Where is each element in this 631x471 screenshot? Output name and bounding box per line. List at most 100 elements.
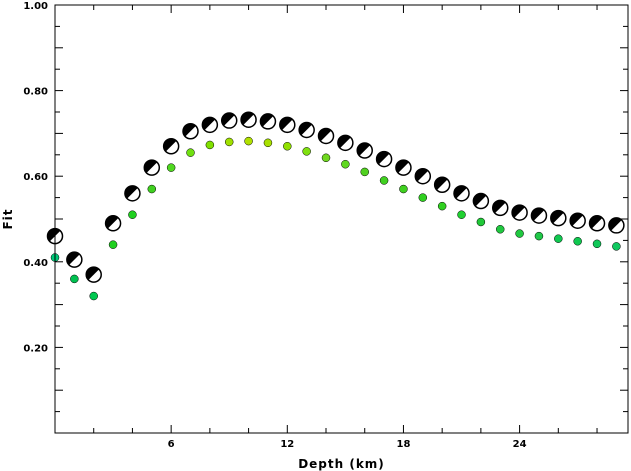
y-tick-label: 0.80: [23, 87, 48, 98]
focal-mechanism-marker: [395, 159, 412, 176]
focal-mechanism-marker: [569, 212, 586, 229]
x-tick-label: 12: [280, 439, 294, 450]
fit-point-circle: [283, 141, 292, 151]
focal-mechanism-marker: [162, 137, 180, 155]
focal-mechanism-marker: [143, 159, 161, 176]
beachball-compression-quadrant: [66, 252, 80, 265]
focal-mechanism-marker: [414, 167, 432, 185]
beachball-compression-quadrant: [47, 228, 61, 242]
fit-point-circle: [476, 217, 486, 227]
focal-mechanism-marker: [85, 266, 102, 283]
ticks-layer: 6 12 18 24 0.20 0.40 0.60 0.80 1.00: [23, 1, 628, 450]
fit-point-circle: [612, 242, 621, 251]
focal-mechanism-marker: [220, 112, 238, 129]
focal-mechanism-marker: [66, 251, 83, 268]
beachball-compression-quadrant: [260, 113, 274, 127]
fit-point-circle: [302, 147, 311, 156]
fit-point-circle: [186, 148, 195, 157]
fit-point-circle: [321, 153, 331, 163]
fit-point-circle: [128, 210, 137, 219]
fit-point-circle: [224, 137, 234, 147]
focal-mechanism-marker: [375, 150, 393, 168]
beachball-compression-quadrant: [550, 210, 564, 224]
fit-point-circle: [341, 159, 350, 169]
focal-mechanism-marker: [104, 215, 122, 232]
fit-point-circle: [573, 237, 582, 246]
beachball-compression-quadrant: [241, 112, 254, 126]
beachball-compression-quadrant: [318, 128, 332, 142]
focal-mechanism-marker: [279, 116, 296, 134]
focal-mechanism-marker: [124, 185, 141, 202]
focal-mechanism-marker: [356, 142, 373, 159]
beachball-compression-quadrant: [473, 193, 487, 207]
focal-mechanism-marker: [530, 207, 548, 224]
beachball-compression-quadrant: [105, 215, 119, 229]
beachball-compression-quadrant: [279, 117, 293, 131]
focal-mechanism-marker: [240, 111, 257, 128]
beachball-compression-quadrant: [570, 213, 583, 227]
focal-mechanism-marker: [337, 134, 354, 152]
fit-point-circle: [205, 140, 215, 150]
x-tick-label: 6: [168, 439, 175, 450]
beachball-compression-quadrant: [434, 177, 448, 191]
focal-mechanism-marker: [182, 123, 199, 140]
fit-point-circle: [244, 136, 253, 146]
fit-point-circle: [495, 225, 505, 234]
beachball-compression-quadrant: [357, 143, 371, 156]
x-tick-label: 24: [513, 439, 527, 450]
focal-mechanism-marker: [608, 217, 625, 234]
beachball-compression-quadrant: [608, 217, 622, 231]
fit-point-circle: [89, 291, 98, 301]
beachball-compression-quadrant: [202, 117, 216, 131]
fit-point-circle: [147, 184, 157, 194]
focal-mechanism-marker: [259, 113, 277, 130]
focal-mechanism-marker: [550, 209, 567, 227]
fit-point-circle: [108, 240, 118, 249]
beachball-compression-quadrant: [454, 185, 467, 199]
focal-mechanism-marker: [201, 116, 219, 134]
fit-point-circle: [515, 229, 524, 238]
fit-point-circle: [399, 184, 408, 194]
focal-mechanism-marker: [491, 199, 509, 217]
focal-mechanism-marker: [298, 121, 315, 139]
beachball-compression-quadrant: [299, 122, 312, 136]
fit-point-circle: [534, 231, 544, 241]
y-tick-label: 0.60: [23, 172, 48, 183]
beachball-compression-quadrant: [395, 160, 409, 173]
y-tick-label: 0.20: [23, 343, 48, 354]
y-tick-label: 1.00: [23, 1, 48, 12]
beachball-compression-quadrant: [221, 113, 235, 126]
fit-point-circle: [263, 138, 273, 148]
y-axis-label: Fit: [1, 208, 15, 229]
fit-point-circle: [592, 239, 602, 249]
focal-mechanism-marker: [317, 127, 335, 145]
fit-point-circle: [70, 274, 79, 284]
focal-mechanism-marker: [433, 176, 451, 194]
fit-point-circle: [457, 210, 466, 219]
beachball-compression-quadrant: [86, 267, 100, 280]
beachball-compression-quadrant: [376, 151, 390, 165]
beachball-compression-quadrant: [415, 168, 429, 182]
plot-frame: [54, 4, 629, 434]
x-tick-label: 18: [396, 439, 410, 450]
fit-point-circle: [437, 201, 447, 211]
beachball-compression-quadrant: [144, 160, 158, 173]
fit-point-circle: [379, 176, 389, 185]
beachball-compression-quadrant: [163, 138, 177, 152]
x-axis-label: Depth (km): [298, 457, 385, 471]
beachball-compression-quadrant: [337, 135, 351, 149]
beachball-compression-quadrant: [492, 200, 506, 214]
fit-point-circle: [418, 193, 428, 202]
beachball-compression-quadrant: [589, 215, 603, 229]
fit-point-circle: [166, 163, 176, 172]
beachball-compression-quadrant: [531, 208, 545, 221]
beachball-compression-quadrant: [124, 185, 138, 199]
focal-mechanism-marker: [472, 192, 490, 210]
focal-mechanism-marker: [511, 204, 528, 221]
marks-layer: [46, 111, 625, 301]
focal-mechanism-marker: [588, 215, 606, 232]
beachball-compression-quadrant: [183, 123, 196, 137]
fit-point-circle: [360, 167, 369, 177]
y-tick-label: 0.40: [23, 258, 48, 269]
